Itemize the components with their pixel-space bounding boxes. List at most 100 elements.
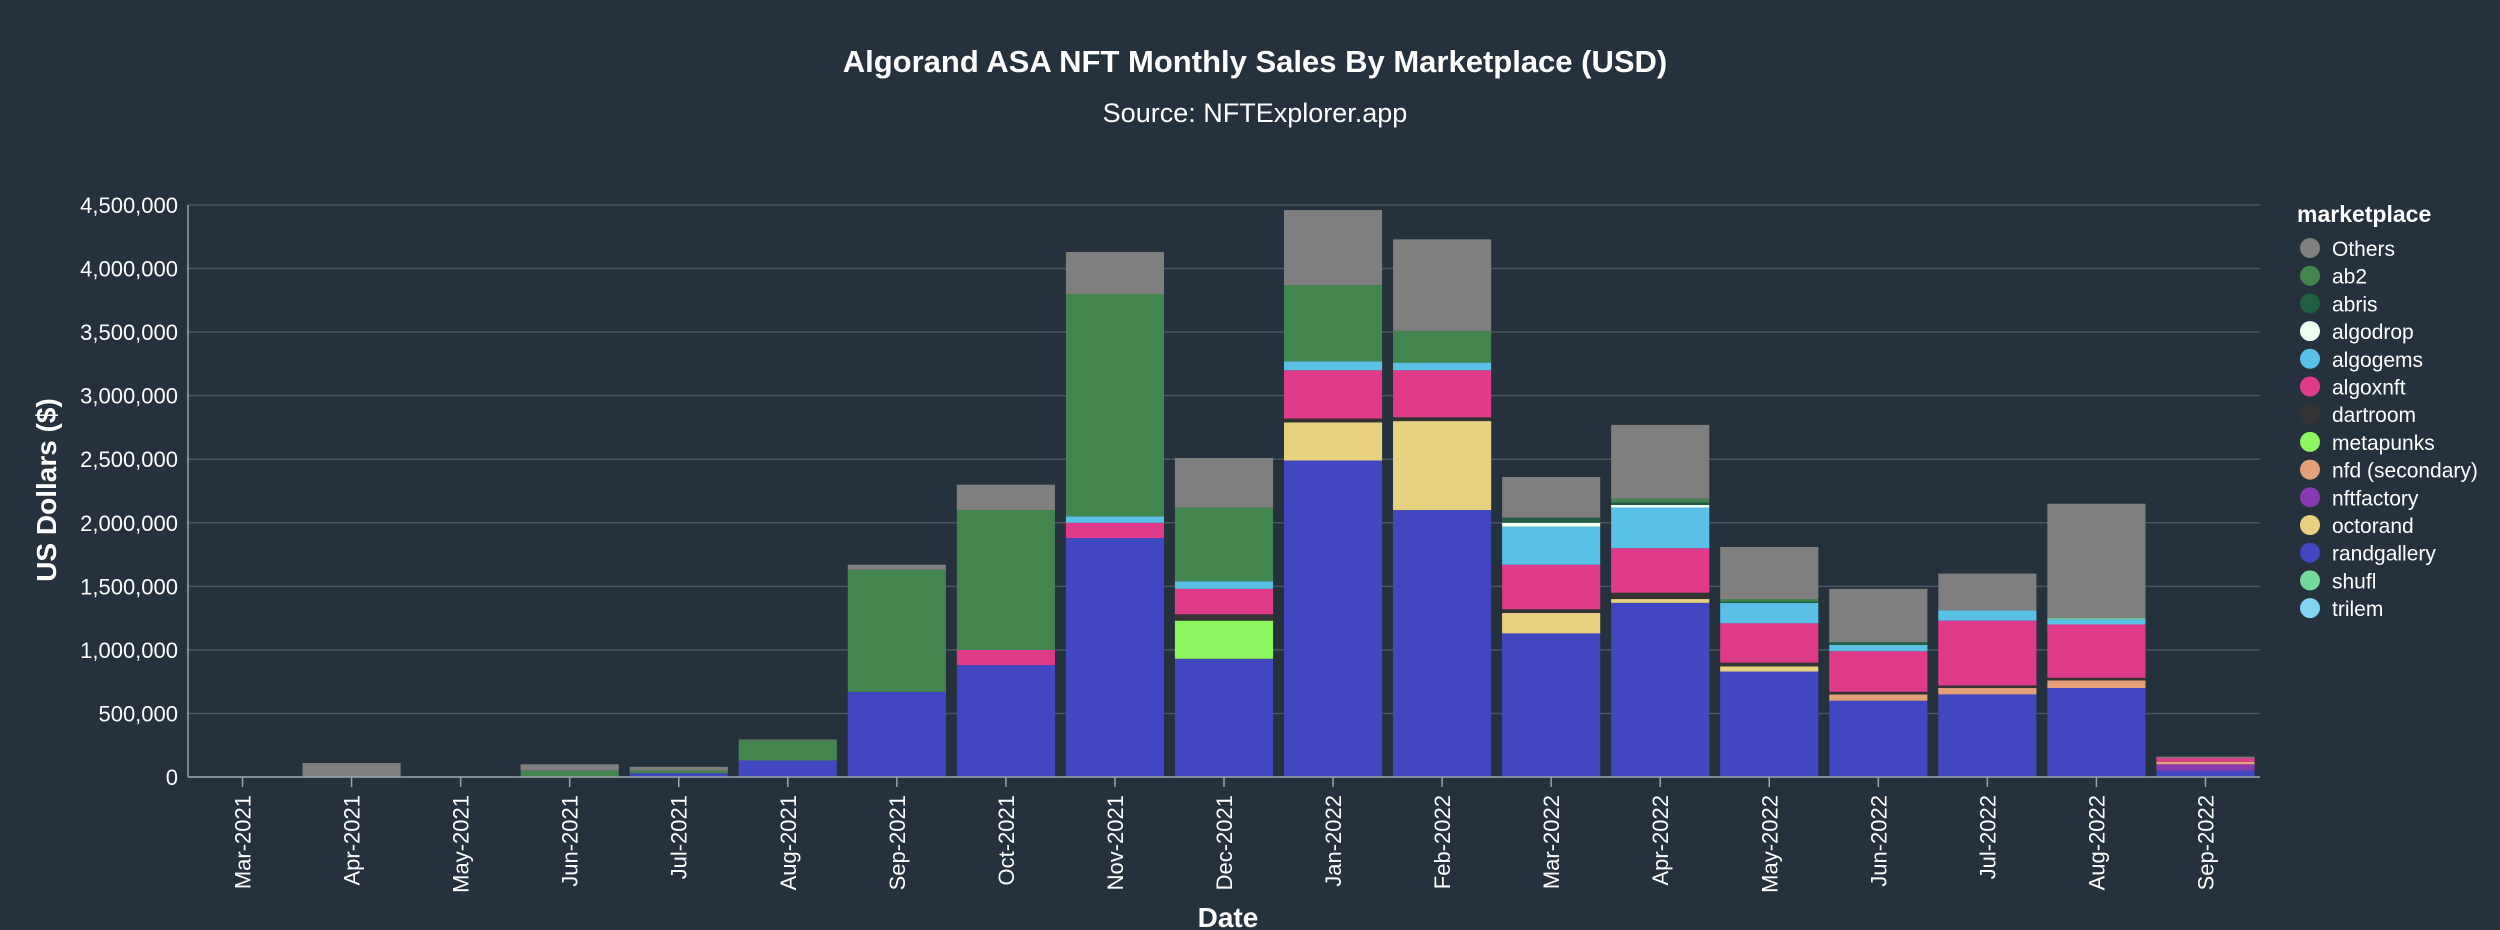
bar-randgallery-jan-2022 [1283, 460, 1383, 777]
x-tick-label: Dec-2021 [1212, 795, 1237, 890]
bar-octorand-jan-2022 [1283, 422, 1383, 461]
legend-item-ab2: ab2 [2332, 266, 2367, 289]
y-tick-label: 0 [166, 765, 178, 790]
bar-algodrop-apr-2022 [1611, 504, 1710, 508]
bars [193, 210, 2255, 777]
x-tick-label: Aug-2021 [776, 795, 801, 890]
bar-others-aug-2021 [738, 739, 837, 741]
x-tick-label: Feb-2022 [1430, 795, 1455, 889]
legend-marker-shufl [2300, 570, 2320, 591]
y-tick-label: 3,500,000 [80, 320, 178, 345]
bar-nfd-secondary-jun-2022 [1829, 694, 1928, 701]
bar-algoxnft-mar-2022 [1502, 564, 1601, 610]
bar-dartroom-jun-2022 [1829, 691, 1928, 695]
bar-randgallery-dec-2021 [1174, 658, 1274, 777]
bar-algoxnft-feb-2022 [1393, 370, 1492, 418]
bar-abris-mar-2022 [1502, 517, 1601, 523]
bar-others-apr-2021 [302, 763, 401, 777]
bar-ab2-dec-2021 [1174, 507, 1274, 582]
bar-algogems-aug-2022 [2047, 619, 2146, 625]
x-tick-label: Jul-2021 [667, 795, 692, 879]
legend-marker-ab2 [2300, 265, 2320, 286]
bar-others-mar-2022 [1502, 477, 1601, 518]
legend-item-nftfactory: nftfactory [2332, 487, 2419, 510]
bar-ab2-aug-2021 [738, 740, 837, 761]
bar-algogems-feb-2022 [1393, 362, 1492, 371]
x-tick-labels: Mar-2021 Apr-2021 May-2021 Jun-2021 Jul-2021… [231, 777, 2218, 893]
bar-abris-jun-2022 [1829, 642, 1928, 645]
legend-marker-randgallery [2300, 542, 2320, 563]
x-tick-label: Nov-2021 [1103, 795, 1128, 890]
bar-others-jan-2022 [1283, 210, 1383, 286]
bar-abris-may-2022 [1720, 601, 1819, 603]
bar-algoxnft-dec-2021 [1174, 588, 1274, 615]
y-tick-label: 4,000,000 [80, 257, 178, 282]
bar-algogems-jul-2022 [1938, 610, 2037, 621]
legend-marker-nfd-secondary [2300, 459, 2320, 480]
bar-others-feb-2022 [1393, 239, 1492, 331]
bar-ab2-sep-2021 [847, 569, 946, 692]
legend-marker-trilem [2300, 598, 2320, 619]
y-tick-label: 500,000 [98, 701, 178, 726]
legend-item-algogems: algogems [2332, 349, 2423, 372]
y-tick-labels: 0 500,000 1,000,000 1,500,000 2,000,000 2,500… [80, 193, 178, 790]
bar-algoxnft-oct-2021 [956, 649, 1055, 666]
bar-randgallery-nov-2021 [1065, 538, 1165, 777]
legend-item-others: Others [2332, 238, 2395, 261]
x-axis-label: Date [1198, 902, 1259, 930]
y-tick-label: 1,500,000 [80, 574, 178, 599]
bar-randgallery-may-2022 [1720, 671, 1819, 777]
bar-octorand-apr-2022 [1611, 599, 1710, 603]
legend-marker-others [2300, 238, 2320, 258]
bar-randgallery-jul-2022 [1938, 694, 2037, 777]
legend-item-randgallery: randgallery [2332, 543, 2436, 566]
x-tick-label: Oct-2021 [994, 795, 1019, 886]
legend-item-metapunks: metapunks [2332, 432, 2435, 455]
bar-algoxnft-may-2022 [1720, 623, 1819, 663]
legend-item-trilem: trilem [2332, 598, 2383, 621]
bar-algogems-apr-2022 [1611, 507, 1710, 549]
bar-others-jun-2021 [520, 764, 619, 771]
bar-others-oct-2021 [956, 484, 1055, 511]
y-tick-label: 4,500,000 [80, 193, 178, 218]
y-tick-label: 3,000,000 [80, 384, 178, 409]
bar-ab2-nov-2021 [1065, 293, 1165, 517]
bar-others-dec-2021 [1174, 457, 1274, 508]
bar-others-nov-2021 [1065, 252, 1165, 294]
legend-marker-abris [2300, 293, 2320, 314]
x-tick-label: Jan-2022 [1321, 795, 1346, 887]
bar-randgallery-apr-2022 [1611, 602, 1710, 777]
bar-dartroom-feb-2022 [1393, 417, 1492, 422]
bar-abris-apr-2022 [1611, 502, 1710, 505]
bar-dartroom-jul-2022 [1938, 685, 2037, 689]
bar-randgallery-mar-2022 [1502, 633, 1601, 777]
bar-octorand-may-2022 [1720, 666, 1819, 672]
legend-marker-algodrop [2300, 321, 2320, 342]
bar-algoxnft-nov-2021 [1065, 522, 1165, 539]
bar-randgallery-aug-2021 [738, 760, 837, 777]
x-tick-label: Apr-2022 [1648, 795, 1673, 886]
legend-item-octorand: octorand [2332, 515, 2414, 538]
bar-algoxnft-apr-2022 [1611, 548, 1710, 593]
x-tick-label: Sep-2022 [2193, 795, 2218, 890]
bar-randgallery-sep-2021 [847, 691, 946, 777]
bar-algodrop-mar-2022 [1502, 522, 1601, 527]
x-tick-label: Aug-2022 [2084, 795, 2109, 890]
bar-dartroom-aug-2022 [2047, 677, 2146, 681]
legend-item-algoxnft: algoxnft [2332, 377, 2406, 400]
bar-randgallery-jun-2022 [1829, 700, 1928, 777]
bar-nfd-secondary-sep-2022 [2156, 761, 2255, 765]
legend: marketplace Others ab2 abris algodrop algoge… [2297, 201, 2478, 621]
bar-dartroom-mar-2022 [1502, 609, 1601, 614]
bar-algogems-jan-2022 [1283, 361, 1383, 371]
bar-nfd-secondary-aug-2022 [2047, 680, 2146, 689]
bar-ab2-feb-2022 [1393, 330, 1492, 363]
bar-algogems-mar-2022 [1502, 526, 1601, 565]
bar-dartroom-jan-2022 [1283, 418, 1383, 423]
bar-randgallery-feb-2022 [1393, 510, 1492, 777]
chart-subtitle: Source: NFTExplorer.app [1103, 98, 1408, 128]
bar-ab2-may-2022 [1720, 599, 1819, 602]
bar-metapunks-dec-2021 [1174, 620, 1274, 659]
x-tick-label: May-2022 [1757, 795, 1782, 893]
